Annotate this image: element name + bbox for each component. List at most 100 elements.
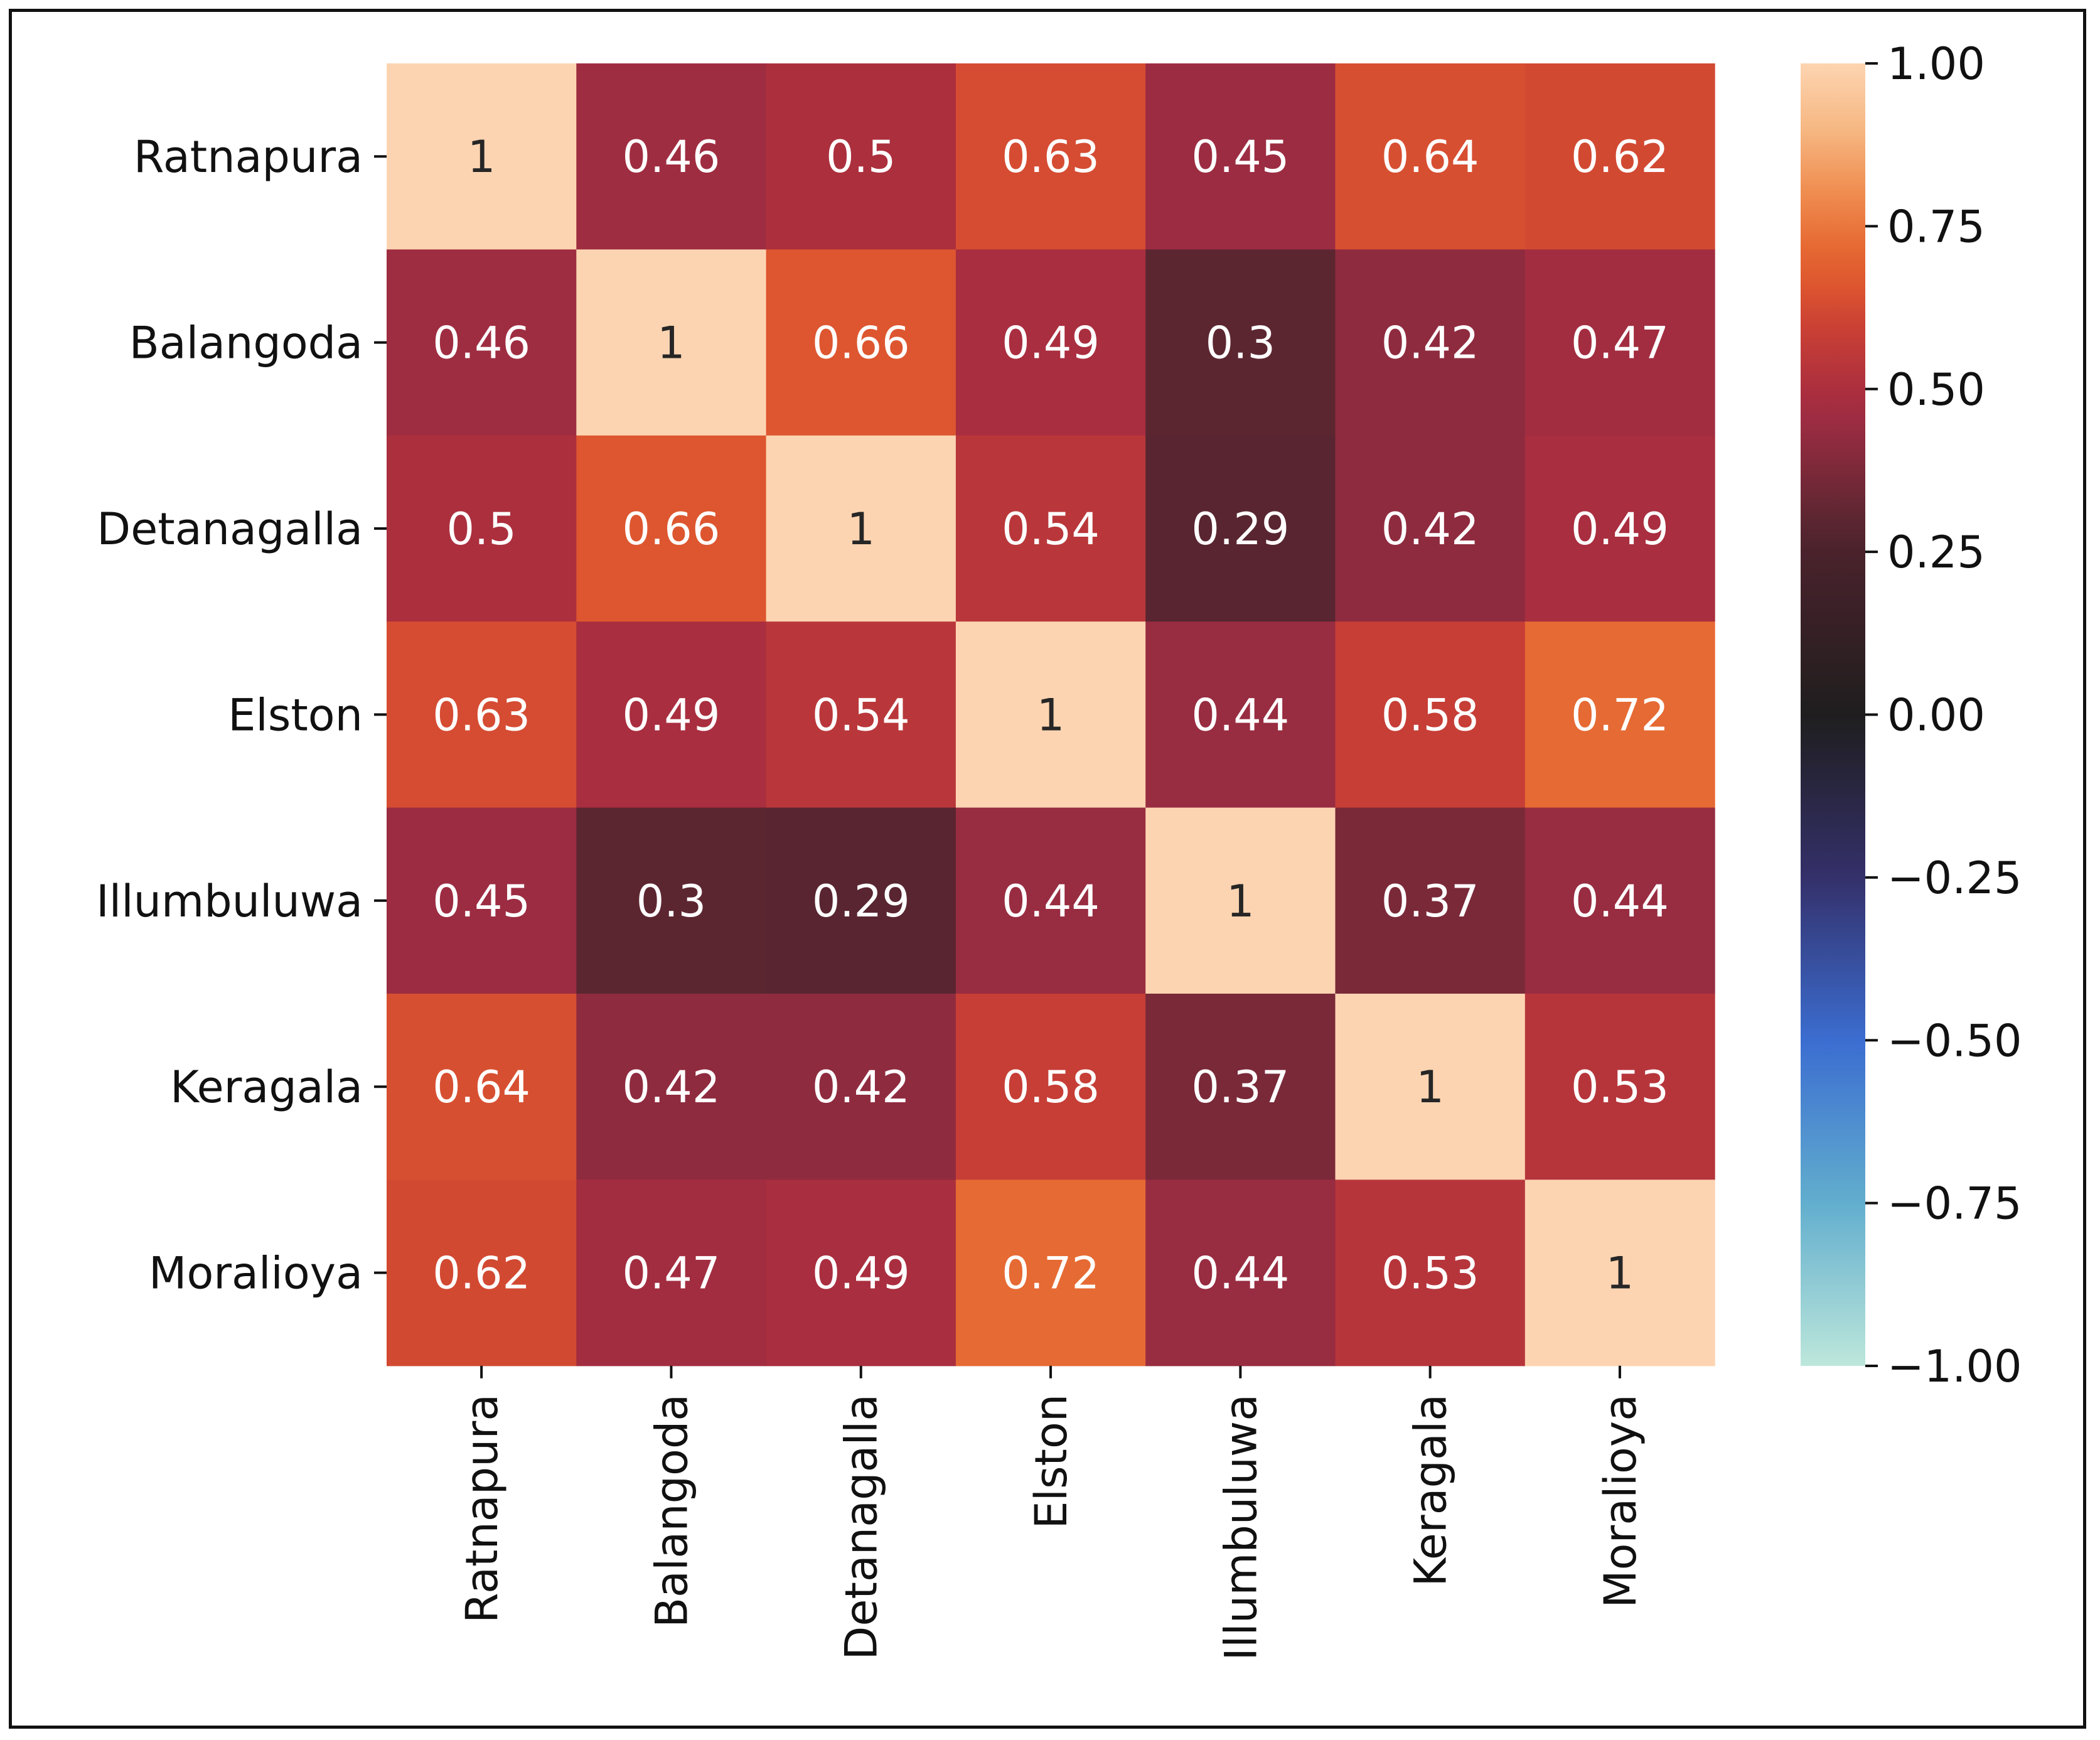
cell-annotation: 0.45 xyxy=(432,876,530,927)
heatmap-cell xyxy=(1524,807,1715,994)
heatmap-cells xyxy=(387,63,1715,1367)
cell-annotation: 0.44 xyxy=(1571,876,1669,927)
heatmap-cell xyxy=(1335,807,1526,994)
heatmap-cell xyxy=(766,249,956,436)
cell-annotation: 0.44 xyxy=(1191,689,1289,741)
heatmap-cell xyxy=(1335,621,1526,808)
y-tick-label: Balangoda xyxy=(129,318,363,369)
heatmap-cell xyxy=(387,63,577,250)
heatmap-cell xyxy=(387,249,577,436)
y-tick-label: Detanagalla xyxy=(97,503,363,555)
y-axis: Ratnapura Balangoda Detanagalla Elston Illum… xyxy=(96,131,387,1299)
heatmap-cell xyxy=(1335,994,1526,1180)
heatmap-cell xyxy=(1335,435,1526,622)
cell-annotation: 0.3 xyxy=(636,876,706,927)
heatmap-cell xyxy=(387,1179,577,1367)
heatmap-cell xyxy=(766,1179,956,1367)
x-tick-label: Balangoda xyxy=(646,1394,697,1628)
cell-annotation: 0.63 xyxy=(1002,131,1100,183)
cell-annotation: 0.49 xyxy=(812,1248,910,1299)
colorbar-tick-label: 0.25 xyxy=(1887,527,1985,578)
cell-annotation: 0.29 xyxy=(812,876,910,927)
cell-annotation: 0.62 xyxy=(432,1248,530,1299)
cell-annotation: 0.64 xyxy=(1381,131,1479,183)
cell-annotation: 0.42 xyxy=(1381,318,1479,369)
x-tick-label: Illumbuluwa xyxy=(1215,1394,1267,1661)
cell-annotation: 0.5 xyxy=(446,503,516,555)
cell-annotation: 0.37 xyxy=(1381,876,1479,927)
heatmap-cell xyxy=(576,994,767,1180)
cell-annotation: 0.66 xyxy=(812,318,910,369)
cell-annotation: 0.49 xyxy=(1002,318,1100,369)
cell-annotation: 0.72 xyxy=(1571,689,1669,741)
x-tick-label: Elston xyxy=(1026,1394,1077,1529)
heatmap-cell xyxy=(387,994,577,1180)
cell-annotation: 0.64 xyxy=(432,1061,530,1113)
cell-annotation: 0.58 xyxy=(1381,689,1479,741)
cell-annotation: 0.42 xyxy=(623,1061,721,1113)
heatmap-cell xyxy=(1145,621,1336,808)
x-tick-label: Keragala xyxy=(1405,1394,1457,1587)
heatmap-cell xyxy=(1145,994,1336,1180)
heatmap-cell xyxy=(766,994,956,1180)
heatmap-cell xyxy=(955,63,1146,250)
heatmap-cell xyxy=(1524,994,1715,1180)
colorbar-tick-label: 1.00 xyxy=(1887,38,1985,90)
cell-annotation: 0.72 xyxy=(1002,1248,1100,1299)
cell-annotation: 0.54 xyxy=(1002,503,1100,555)
heatmap-cell xyxy=(387,435,577,622)
cell-annotation: 0.49 xyxy=(623,689,721,741)
x-tick-label: Ratnapura xyxy=(456,1394,508,1623)
cell-annotation: 0.37 xyxy=(1191,1061,1289,1113)
heatmap-cell xyxy=(1335,249,1526,436)
heatmap-cell xyxy=(387,621,577,808)
colorbar: 1.00 0.75 0.50 0.25 0.00 −0.25 −0.50 −0.75 −1.00 xyxy=(1801,38,2022,1392)
heatmap-cell xyxy=(766,435,956,622)
colorbar-tick-label: −0.75 xyxy=(1887,1178,2022,1230)
cell-annotation: 0.46 xyxy=(432,318,530,369)
heatmap-cell xyxy=(1145,63,1336,250)
y-tick-label: Illumbuluwa xyxy=(96,876,363,927)
heatmap-cell xyxy=(576,621,767,808)
cell-annotation: 1 xyxy=(657,318,685,369)
colorbar-tick-label: 0.50 xyxy=(1887,364,1985,416)
y-tick-label: Elston xyxy=(228,689,363,741)
cell-annotation: 0.54 xyxy=(812,689,910,741)
x-tick-label: Moralioya xyxy=(1595,1394,1646,1608)
heatmap-annotations: 1 0.46 0.5 0.63 0.45 0.64 0.62 0.46 1 0.66 0.49 0.3… xyxy=(432,131,1669,1299)
heatmap-cell xyxy=(1524,1179,1715,1367)
colorbar-tick-label: −1.00 xyxy=(1887,1341,2022,1392)
colorbar-tick-label: −0.25 xyxy=(1887,852,2022,904)
cell-annotation: 0.44 xyxy=(1191,1248,1289,1299)
cell-annotation: 0.29 xyxy=(1191,503,1289,555)
cell-annotation: 0.63 xyxy=(432,689,530,741)
heatmap-cell xyxy=(576,63,767,250)
heatmap-cell xyxy=(1524,621,1715,808)
cell-annotation: 0.42 xyxy=(812,1061,910,1113)
heatmap-cell xyxy=(955,249,1146,436)
heatmap-cell xyxy=(955,807,1146,994)
heatmap-cell xyxy=(766,807,956,994)
cell-annotation: 0.46 xyxy=(623,131,721,183)
heatmap-chart: 1 0.46 0.5 0.63 0.45 0.64 0.62 0.46 1 0.66 0.49 0.3… xyxy=(96,38,2022,1661)
y-tick-label: Moralioya xyxy=(149,1248,363,1299)
heatmap-cell xyxy=(1524,435,1715,622)
heatmap-cell xyxy=(955,1179,1146,1367)
heatmap-cell xyxy=(1145,807,1336,994)
heatmap-cell xyxy=(576,249,767,436)
cell-annotation: 0.53 xyxy=(1381,1248,1479,1299)
colorbar-tick-label: 0.75 xyxy=(1887,201,1985,252)
heatmap-cell xyxy=(1335,63,1526,250)
cell-annotation: 0.45 xyxy=(1191,131,1289,183)
cell-annotation: 0.66 xyxy=(623,503,721,555)
heatmap-cell xyxy=(576,435,767,622)
cell-annotation: 0.62 xyxy=(1571,131,1669,183)
heatmap-cell xyxy=(766,63,956,250)
heatmap-cell xyxy=(1524,249,1715,436)
heatmap-cell xyxy=(1145,1179,1336,1367)
cell-annotation: 0.49 xyxy=(1571,503,1669,555)
heatmap-cell xyxy=(576,1179,767,1367)
cell-annotation: 0.5 xyxy=(826,131,896,183)
cell-annotation: 0.47 xyxy=(1571,318,1669,369)
heatmap-cell xyxy=(1524,63,1715,250)
